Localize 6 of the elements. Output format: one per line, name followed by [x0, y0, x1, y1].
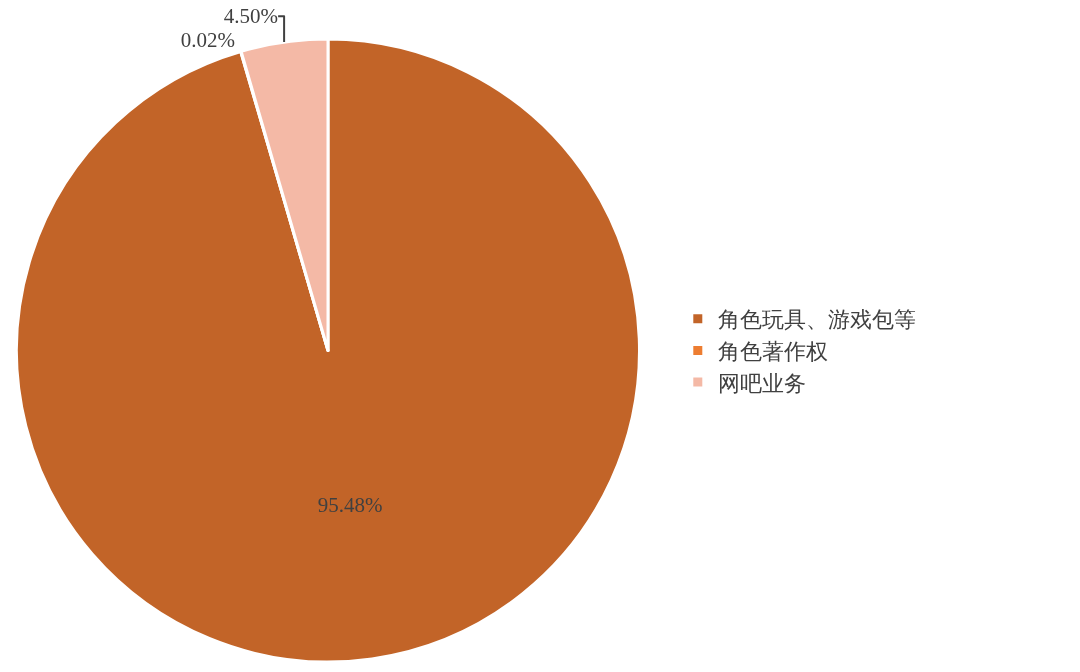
data-label: 95.48% — [317, 492, 383, 517]
legend-label: 角色著作权 — [717, 338, 828, 364]
data-label: 4.50% — [223, 4, 279, 29]
legend-label: 网吧业务 — [717, 370, 806, 396]
data-label: 0.02% — [180, 28, 235, 53]
legend-label: 角色玩具、游戏包等 — [717, 307, 916, 333]
